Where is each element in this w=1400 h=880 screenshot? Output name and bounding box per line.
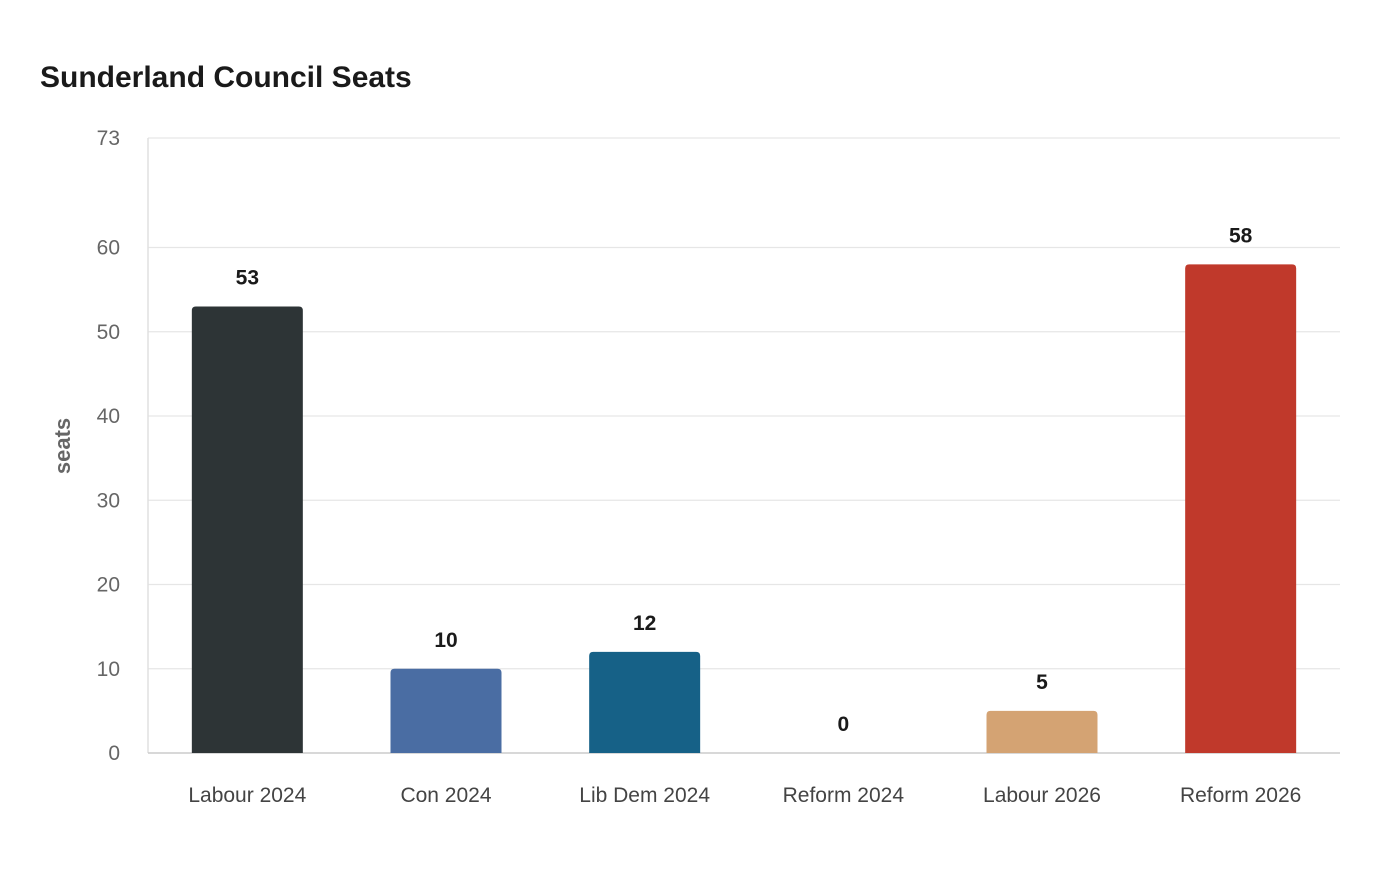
x-category-label: Reform 2026 <box>1180 784 1301 807</box>
x-category-label: Reform 2024 <box>783 784 905 807</box>
bar-lib-dem-2024 <box>589 651 701 753</box>
bar-value-label: 58 <box>1229 224 1253 247</box>
bars <box>191 264 1297 753</box>
x-category-label: Labour 2024 <box>188 784 306 807</box>
y-tick-label: 73 <box>97 127 120 150</box>
y-tick-label: 30 <box>97 489 120 512</box>
y-tick-label: 60 <box>97 237 120 260</box>
y-tick-label: 50 <box>97 321 120 344</box>
bar-value-label: 0 <box>837 713 849 736</box>
y-tick-label: 20 <box>97 574 120 597</box>
y-tick-label: 10 <box>97 658 120 681</box>
y-axis-title: seats <box>50 418 75 474</box>
bar-con-2024 <box>390 668 502 753</box>
bar-reform-2026 <box>1185 264 1297 753</box>
axes <box>147 138 1340 754</box>
bar-value-label: 10 <box>434 629 457 652</box>
y-tick-label: 0 <box>108 742 120 765</box>
x-category-label: Lib Dem 2024 <box>579 784 710 807</box>
bar-labour-2024 <box>191 306 303 753</box>
gridlines <box>148 137 1340 670</box>
bar-labour-2026 <box>986 710 1098 753</box>
x-category-label: Con 2024 <box>400 784 491 807</box>
bar-value-label: 12 <box>633 612 656 635</box>
x-category-label: Labour 2026 <box>983 784 1101 807</box>
bar-value-label: 53 <box>236 266 259 289</box>
bar-value-label: 5 <box>1036 671 1048 694</box>
y-tick-label: 40 <box>97 405 120 428</box>
chart-title: Sunderland Council Seats <box>40 61 412 94</box>
